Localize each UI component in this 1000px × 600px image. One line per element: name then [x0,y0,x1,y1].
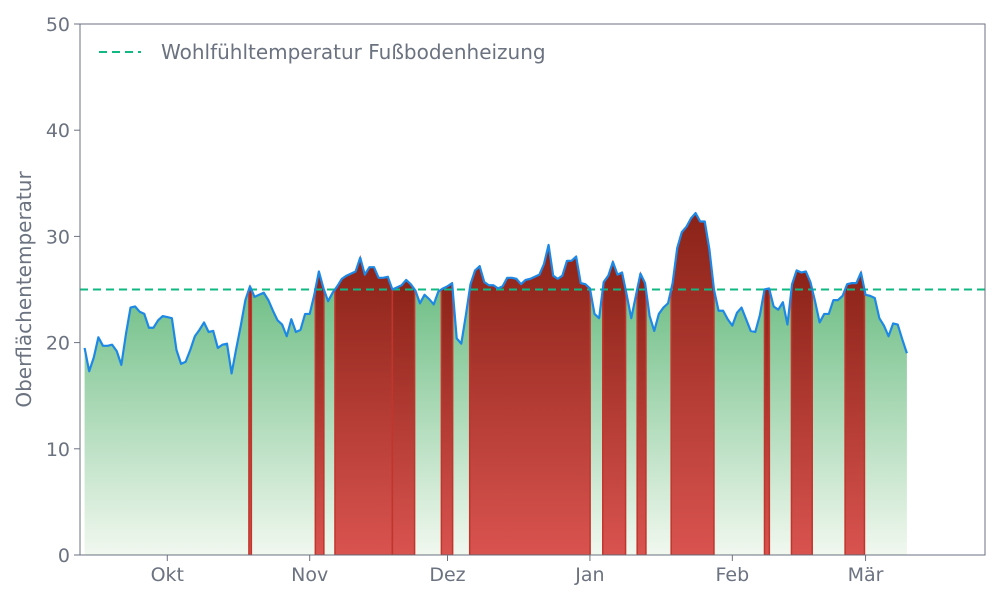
x-tick-label: Mär [848,564,884,586]
above-threshold-region [636,271,647,555]
series-line [83,211,908,375]
above-threshold-region [334,255,394,555]
y-tick-label: 10 [46,439,70,461]
above-threshold-region [670,211,715,555]
legend-label-threshold: Wohlfühltemperatur Fußbodenheizung [161,40,546,64]
y-tick-label: 40 [46,120,70,142]
y-axis-title: Oberflächentemperatur [12,171,36,408]
x-tick-label: Jan [574,564,604,586]
above-threshold-region [602,259,627,555]
y-tick-label: 0 [58,545,70,567]
plot-frame [79,23,986,556]
plot-area [80,211,985,555]
above-threshold-region [440,281,454,555]
above-threshold-region [468,244,591,555]
y-tick-label: 30 [46,226,70,248]
above-threshold-region [763,287,771,555]
above-threshold-region [790,269,813,555]
x-tick-label: Dez [429,564,465,586]
above-threshold-region [314,271,325,555]
legend: Wohlfühltemperatur Fußbodenheizung [99,40,546,64]
y-axis: 0 10 20 30 40 50 [46,14,80,567]
above-threshold-regions [248,211,866,555]
y-tick-label: 20 [46,333,70,355]
x-tick-label: Okt [151,564,184,586]
above-threshold-region [391,278,416,555]
x-axis: Okt Nov Dez Jan Feb Mär [151,555,884,586]
above-threshold-region [844,270,866,555]
y-tick-label: 50 [46,14,70,36]
x-tick-label: Feb [716,564,750,586]
above-threshold-region [248,284,253,555]
x-tick-label: Nov [291,564,328,586]
